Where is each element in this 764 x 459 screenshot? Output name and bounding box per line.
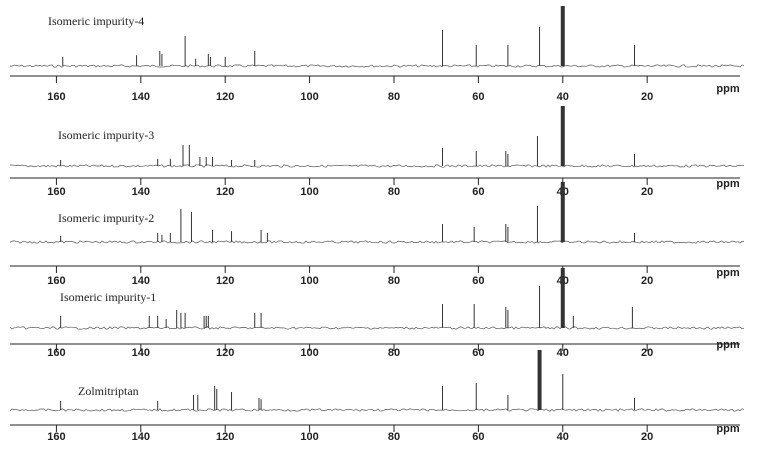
x-tick-label: 40 bbox=[557, 431, 569, 443]
spectrum-title: Isomeric impurity-2 bbox=[58, 211, 154, 225]
x-tick-label: 80 bbox=[388, 275, 400, 287]
spectrum-title: Isomeric impurity-4 bbox=[48, 14, 144, 28]
x-tick-label: 160 bbox=[47, 431, 65, 443]
spectrum-title: Isomeric impurity-1 bbox=[60, 290, 156, 304]
x-tick-label: 140 bbox=[132, 275, 150, 287]
x-tick-label: 60 bbox=[472, 431, 484, 443]
baseline-noise bbox=[9, 326, 745, 330]
x-tick-label: 60 bbox=[472, 186, 484, 198]
x-tick-label: 20 bbox=[641, 91, 653, 103]
x-tick-label: 20 bbox=[641, 347, 653, 359]
x-tick-label: 20 bbox=[641, 431, 653, 443]
x-tick-label: 60 bbox=[472, 91, 484, 103]
x-tick-label: 60 bbox=[472, 275, 484, 287]
x-axis-label: ppm bbox=[716, 178, 739, 190]
x-tick-label: 120 bbox=[216, 347, 234, 359]
x-tick-label: 80 bbox=[388, 186, 400, 198]
x-tick-label: 160 bbox=[47, 347, 65, 359]
baseline-noise bbox=[9, 64, 745, 68]
x-tick-label: 140 bbox=[132, 186, 150, 198]
x-tick-label: 100 bbox=[300, 91, 318, 103]
x-tick-label: 100 bbox=[300, 347, 318, 359]
x-tick-label: 120 bbox=[216, 186, 234, 198]
baseline-noise bbox=[9, 164, 745, 168]
x-axis-label: ppm bbox=[716, 339, 739, 351]
spectrum-title: Zolmitriptan bbox=[78, 384, 139, 398]
x-tick-label: 60 bbox=[472, 347, 484, 359]
x-tick-label: 120 bbox=[216, 431, 234, 443]
x-tick-label: 160 bbox=[47, 91, 65, 103]
x-tick-label: 80 bbox=[388, 347, 400, 359]
x-tick-label: 140 bbox=[132, 91, 150, 103]
x-tick-label: 100 bbox=[300, 275, 318, 287]
x-tick-label: 100 bbox=[300, 186, 318, 198]
x-axis-label: ppm bbox=[716, 83, 739, 95]
baseline-noise bbox=[9, 408, 745, 412]
x-tick-label: 20 bbox=[641, 275, 653, 287]
x-tick-label: 80 bbox=[388, 91, 400, 103]
x-axis-label: ppm bbox=[716, 267, 739, 279]
x-axis-label: ppm bbox=[716, 423, 739, 435]
x-tick-label: 80 bbox=[388, 431, 400, 443]
baseline-noise bbox=[9, 240, 745, 244]
x-tick-label: 100 bbox=[300, 431, 318, 443]
x-tick-label: 160 bbox=[47, 186, 65, 198]
x-tick-label: 120 bbox=[216, 91, 234, 103]
x-tick-label: 120 bbox=[216, 275, 234, 287]
x-tick-label: 160 bbox=[47, 275, 65, 287]
x-tick-label: 140 bbox=[132, 431, 150, 443]
spectrum-title: Isomeric impurity-3 bbox=[58, 128, 154, 142]
x-tick-label: 140 bbox=[132, 347, 150, 359]
x-tick-label: 20 bbox=[641, 186, 653, 198]
x-tick-label: 40 bbox=[557, 347, 569, 359]
x-tick-label: 40 bbox=[557, 91, 569, 103]
